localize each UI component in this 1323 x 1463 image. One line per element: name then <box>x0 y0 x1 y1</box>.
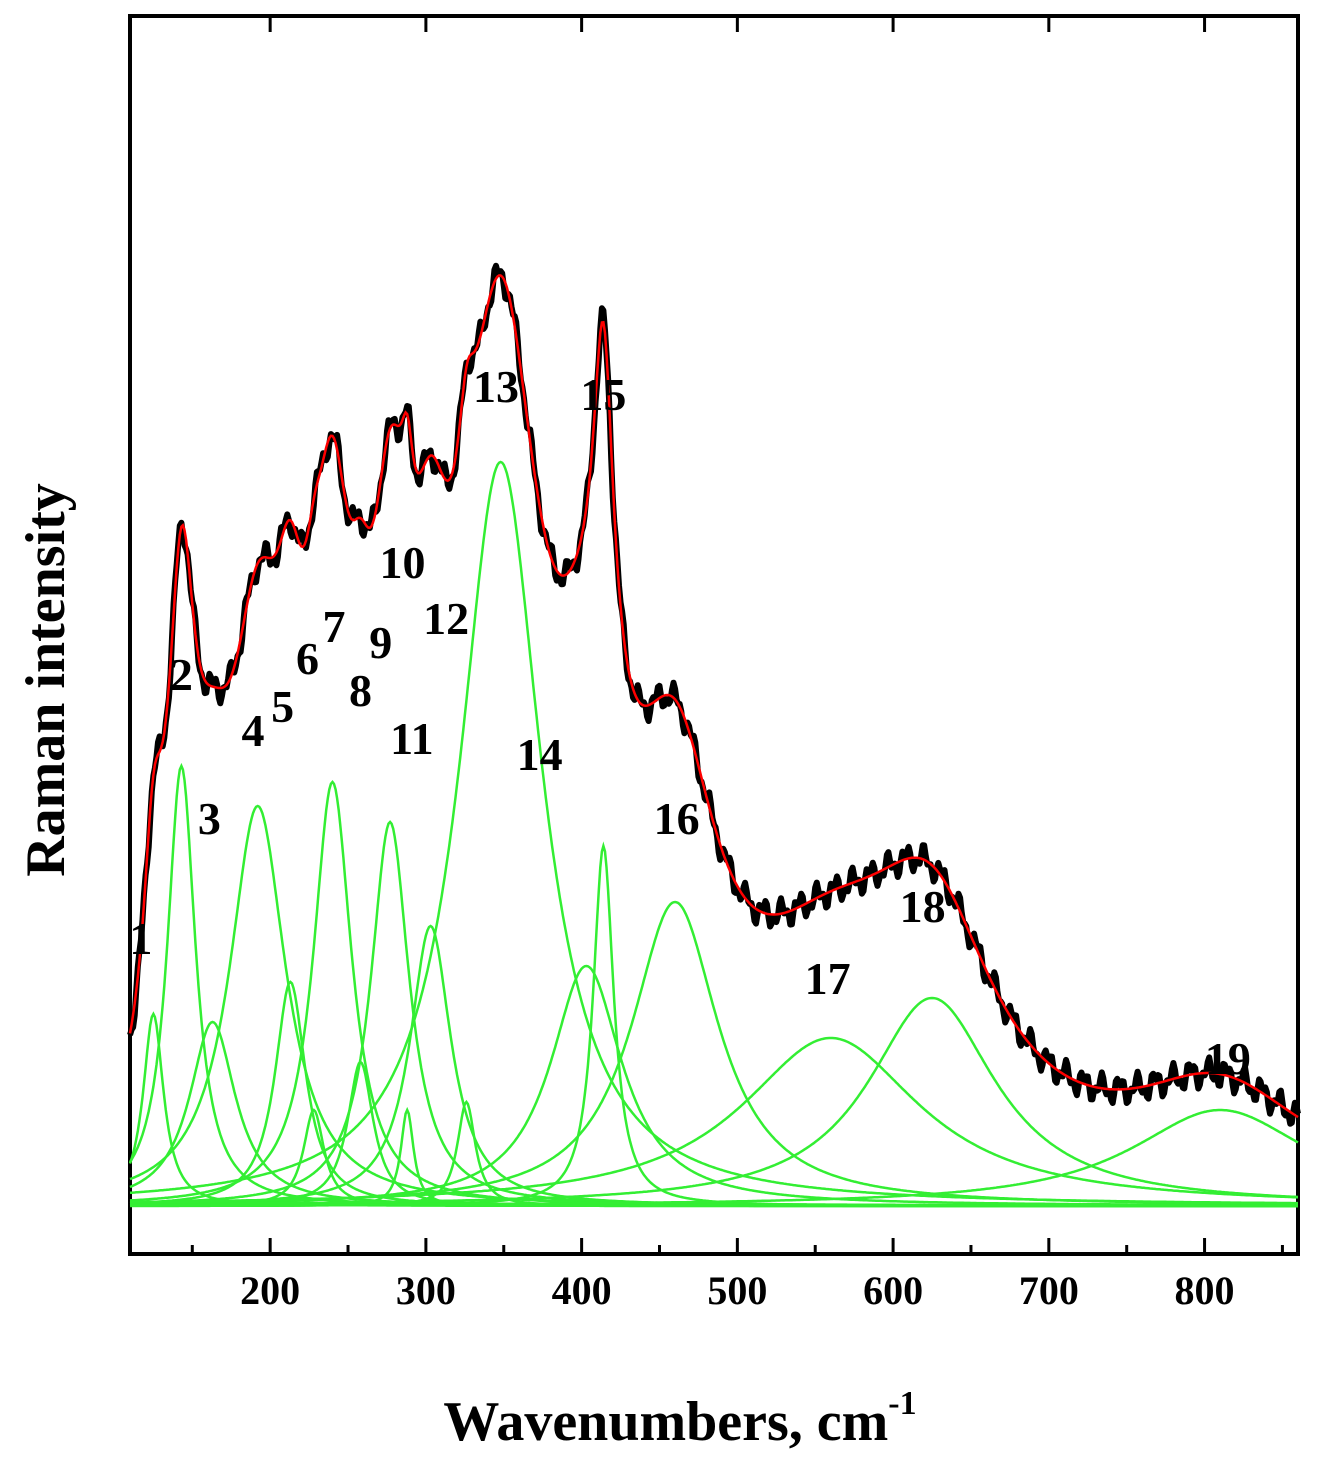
peak-label-6: 6 <box>296 633 319 684</box>
peak-label-18: 18 <box>900 881 946 932</box>
peak-label-3: 3 <box>198 793 221 844</box>
x-axis-ticks: 200 300 400 500 600 700 800 <box>190 16 1284 1313</box>
peak-label-14: 14 <box>517 729 563 780</box>
y-axis-title: Raman intensity <box>15 483 77 877</box>
peak-label-12: 12 <box>423 593 469 644</box>
x-tick-label-300: 300 <box>396 1268 456 1313</box>
peak-label-1: 1 <box>129 913 152 964</box>
x-tick-label-400: 400 <box>552 1268 612 1313</box>
x-axis-title: Wavenumbers, cm-1 <box>443 1385 916 1453</box>
component-peak-9 <box>130 820 1298 1207</box>
x-tick-label-200: 200 <box>240 1268 300 1313</box>
peak-label-15: 15 <box>580 369 626 420</box>
component-peak-17 <box>130 1036 1298 1204</box>
x-tick-label-500: 500 <box>707 1268 767 1313</box>
peak-label-11: 11 <box>390 713 433 764</box>
experimental-spectrum <box>127 262 1301 1127</box>
x-tick-label-700: 700 <box>1019 1268 1079 1313</box>
component-peak-19 <box>130 1108 1299 1207</box>
component-peak-16 <box>129 900 1298 1206</box>
peak-label-7: 7 <box>323 601 346 652</box>
peak-label-5: 5 <box>271 681 294 732</box>
component-peak-18 <box>130 996 1299 1206</box>
peak-label-4: 4 <box>242 705 265 756</box>
peak-label-2: 2 <box>170 649 193 700</box>
spectrum-lines <box>127 262 1301 1127</box>
peak-label-19: 19 <box>1205 1033 1251 1084</box>
fit-envelope <box>128 274 1299 1119</box>
peak-label-13: 13 <box>473 361 519 412</box>
fit-components <box>128 460 1299 1208</box>
peak-label-10: 10 <box>380 537 426 588</box>
x-tick-label-600: 600 <box>863 1268 923 1313</box>
peak-label-9: 9 <box>369 617 392 668</box>
plot-frame <box>128 14 1300 1256</box>
peak-label-8: 8 <box>349 665 372 716</box>
peak-label-16: 16 <box>654 793 700 844</box>
peak-label-17: 17 <box>805 953 851 1004</box>
x-tick-label-800: 800 <box>1175 1268 1235 1313</box>
x-axis-title-superscript: -1 <box>888 1385 916 1422</box>
